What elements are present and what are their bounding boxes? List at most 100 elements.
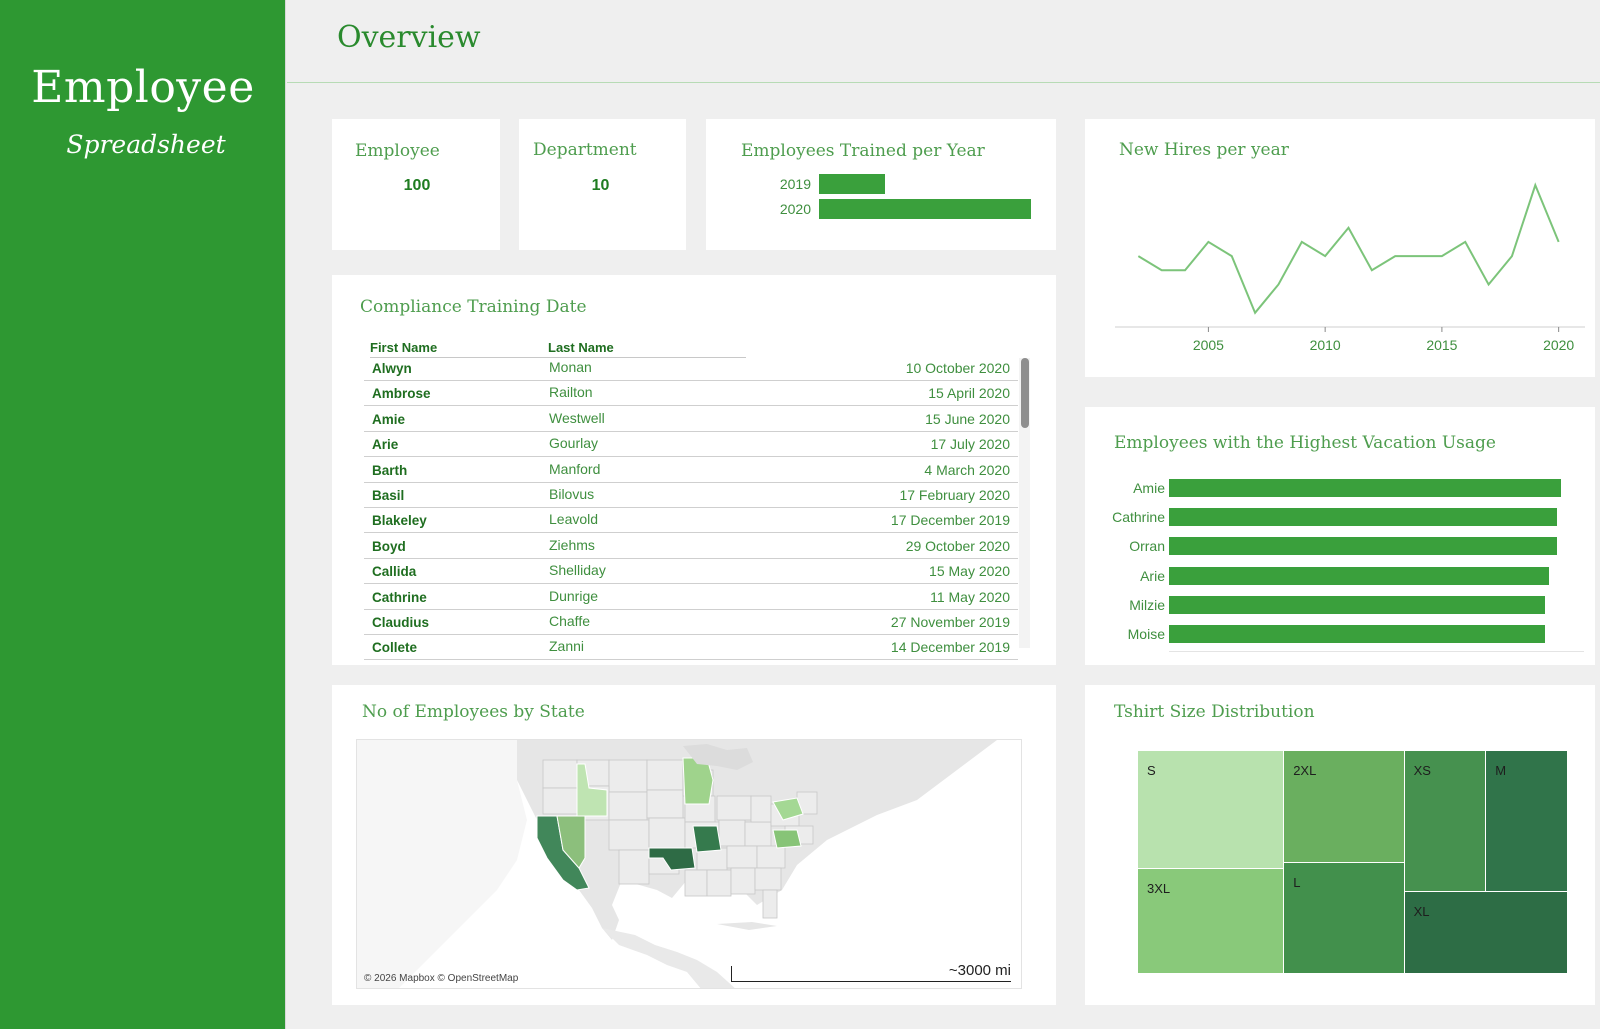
cell-last-name: Zanni [549,638,585,655]
new-hires-line-chart: 2005 2010 2015 2020 [1115,182,1585,353]
header: Overview [287,0,1600,83]
scrollbar-thumb[interactable] [1021,358,1029,428]
cuba-land [717,922,777,930]
cell-training-date: 15 April 2020 [928,385,1010,402]
vacation-employee-label: Cathrine [1112,509,1165,526]
trained-year-label: 2019 [779,176,811,192]
column-header-last-name[interactable]: Last Name [548,340,614,355]
treemap-cell-m[interactable]: M [1486,751,1568,892]
treemap-label: XS [1413,763,1431,778]
treemap-cell-s[interactable]: S [1138,751,1285,870]
hires-line[interactable] [1137,182,1560,315]
us-state-map[interactable]: © 2026 Mapbox © OpenStreetMap ~3000 mi [356,739,1022,989]
great-lakes-region [683,744,753,770]
x-tick-label: 2015 [1426,337,1457,353]
vacation-bar[interactable] [1169,595,1546,614]
kpi-value: 100 [403,177,431,194]
table-row[interactable]: Ambrose Railton 15 April 2020 [364,381,1018,407]
trained-bar[interactable] [819,174,885,194]
tshirt-treemap: S 3XL 2XL L XS M XL [1138,751,1568,974]
treemap-label: 2XL [1293,763,1317,778]
table-row[interactable]: Blakeley Leavold 17 December 2019 [364,508,1018,534]
treemap-cell-xs[interactable]: XS [1404,751,1487,892]
state-oklahoma [648,847,696,871]
cell-last-name: Railton [549,384,593,401]
kpi-label: Department [533,140,637,160]
kpi-card-department[interactable]: Department 10 [519,119,686,250]
cell-training-date: 29 October 2020 [905,537,1010,554]
vacation-bar[interactable] [1169,537,1558,556]
cell-first-name: Basil [372,488,405,503]
trained-per-year-card[interactable]: Employees Trained per Year 2019 2020 [706,119,1056,250]
vacation-bar[interactable] [1169,625,1546,643]
table-row[interactable]: Amie Westwell 15 June 2020 [364,407,1018,432]
sidebar: Employee Spreadsheet [0,0,286,1029]
table-row[interactable]: Alwyn Monan 10 October 2020 [364,356,1018,381]
cell-first-name: Claudius [372,615,430,630]
treemap-label: XL [1413,903,1430,919]
state-virginia [772,829,802,849]
treemap-cell-xl[interactable]: XL [1404,891,1568,974]
cell-training-date: 17 July 2020 [930,436,1010,453]
table-row[interactable]: Callida Shelliday 15 May 2020 [364,559,1018,585]
cell-last-name: Westwell [549,409,605,426]
table-row[interactable]: Boyd Ziehms 29 October 2020 [364,534,1018,559]
vacation-bar[interactable] [1169,566,1550,585]
cell-first-name: Blakeley [372,513,427,529]
cell-training-date: 15 June 2020 [925,410,1010,427]
cell-last-name: Ziehms [549,536,595,553]
treemap-cell-3xl[interactable]: 3XL [1138,869,1285,974]
treemap-cell-2xl[interactable]: 2XL [1284,751,1405,863]
new-hires-card[interactable]: New Hires per year 2005 2010 2015 2020 [1085,119,1595,377]
card-title: Tshirt Size Distribution [1114,702,1315,722]
kpi-card-employee[interactable]: Employee 100 [332,119,500,250]
cell-training-date: 15 May 2020 [929,563,1010,580]
treemap-label: M [1495,763,1507,778]
treemap-label: 3XL [1147,881,1171,897]
table-scrollbar[interactable] [1019,358,1030,648]
cell-last-name: Shelliday [549,562,606,579]
vacation-bar[interactable] [1169,508,1558,527]
table-row[interactable]: Collete Zanni 14 December 2019 [364,635,1018,661]
chart-baseline [1169,651,1584,652]
table-row[interactable]: Basil Bilovus 17 February 2020 [364,483,1018,508]
vacation-usage-card[interactable]: Employees with the Highest Vacation Usag… [1085,407,1595,665]
cell-training-date: 10 October 2020 [905,360,1010,376]
treemap-cell-l[interactable]: L [1284,862,1405,974]
ocean [357,740,527,988]
trained-bar[interactable] [819,199,1031,219]
table-row[interactable]: Barth Manford 4 March 2020 [364,458,1018,483]
card-title: No of Employees by State [362,702,585,722]
brand-title: Employee [31,62,255,113]
cell-last-name: Leavold [549,511,599,528]
cell-training-date: 4 March 2020 [924,461,1010,478]
vacation-employee-label: Orran [1129,538,1165,555]
map-credit: © 2026 Mapbox © OpenStreetMap [364,973,519,984]
table-row[interactable]: Claudius Chaffe 27 November 2019 [364,610,1018,635]
cell-first-name: Boyd [372,538,406,554]
cell-last-name: Monan [549,359,592,375]
cell-training-date: 14 December 2019 [890,639,1010,656]
table-row[interactable]: Arie Gourlay 17 July 2020 [364,432,1018,458]
vacation-employee-label: Moise [1127,626,1165,642]
state-map-card: No of Employees by State [332,685,1056,1005]
compliance-table-card: Compliance Training Date First Name Last… [332,275,1056,665]
vacation-employee-label: Arie [1140,567,1165,584]
table-row[interactable]: Cathrine Dunrige 11 May 2020 [364,585,1018,610]
central-america-land [602,928,735,988]
map-scale: ~3000 mi [731,962,1011,982]
x-tick-label: 2020 [1543,337,1574,353]
column-header-first-name[interactable]: First Name [370,340,438,355]
vacation-bar[interactable] [1169,479,1561,497]
state-new-york [772,797,804,821]
brand-subtitle: Spreadsheet [66,130,226,159]
tshirt-size-card[interactable]: Tshirt Size Distribution S 3XL 2XL L XS M XL [1085,685,1595,1005]
x-tick-label: 2005 [1193,337,1224,353]
cell-first-name: Collete [372,640,418,656]
cell-last-name: Manford [549,460,601,477]
vacation-employee-label: Milzie [1129,596,1165,613]
cell-first-name: Cathrine [372,589,427,605]
cell-last-name: Gourlay [549,435,599,452]
cell-last-name: Chaffe [549,613,590,629]
card-title: Employees with the Highest Vacation Usag… [1114,433,1496,453]
